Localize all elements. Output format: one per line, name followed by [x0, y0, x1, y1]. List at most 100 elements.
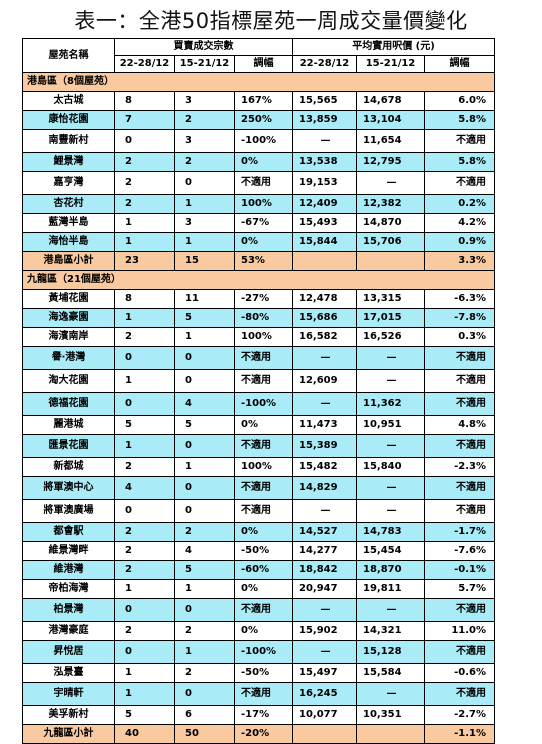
cell-price-period2: — [356, 476, 425, 500]
cell-txn-period1: 0 [114, 640, 175, 664]
cell-price-period1: 13,538 [292, 152, 357, 172]
cell-price-period1: 15,686 [292, 308, 357, 328]
cell-price-period1: 18,842 [292, 560, 357, 580]
cell-txn-period1: 1 [114, 682, 175, 706]
cell-txn-period2: 0 [174, 499, 235, 523]
cell-txn-change: 0% [234, 415, 293, 435]
cell-txn-period1: 1 [114, 369, 175, 393]
cell-txn-period1: 0 [114, 598, 175, 622]
cell-txn-period1: 2 [114, 560, 175, 580]
cell-price-period1: 14,277 [292, 541, 357, 561]
subtotal-price-period1 [292, 251, 357, 271]
estate-name: 帝柏海灣 [22, 579, 115, 599]
estate-name: 港灣豪庭 [22, 621, 115, 641]
table-row: 麗港城 5 5 0% 11,473 10,951 4.8% [22, 415, 496, 435]
cell-txn-period2: 0 [174, 434, 235, 458]
cell-txn-change: -80% [234, 308, 293, 328]
cell-price-change: 不適用 [423, 129, 496, 153]
cell-txn-period2: 0 [174, 598, 235, 622]
cell-txn-period1: 1 [114, 308, 175, 328]
cell-price-change: 0.2% [423, 194, 496, 214]
subtotal-row: 九龍區小計 40 50 -20% -1.1% [22, 724, 496, 744]
table-row: 美孚新村 5 6 -17% 10,077 10,351 -2.7% [22, 705, 496, 725]
cell-txn-change: -60% [234, 560, 293, 580]
cell-txn-period1: 0 [114, 129, 175, 153]
estate-name: 宇晴軒 [22, 682, 115, 706]
cell-price-change: -2.3% [423, 457, 496, 477]
estate-name: 譽‧港灣 [22, 346, 115, 370]
cell-txn-change: 0% [234, 522, 293, 542]
cell-txn-change: 0% [234, 621, 293, 641]
cell-price-period1: — [292, 392, 357, 416]
estate-name: 美孚新村 [22, 705, 115, 725]
cell-txn-change: 不適用 [234, 171, 293, 195]
cell-price-change: 不適用 [423, 499, 496, 523]
estate-name: 海濱南岸 [22, 327, 115, 347]
cell-txn-change: -17% [234, 705, 293, 725]
section-row: 九龍區（21個屋苑） [21, 270, 496, 290]
cell-price-change: 不適用 [423, 476, 496, 500]
estate-name: 藍灣半島 [22, 213, 115, 233]
table-row: 黃埔花園 8 11 -27% 12,478 13,315 -6.3% [22, 289, 496, 309]
cell-price-change: 4.2% [423, 213, 496, 233]
cell-txn-period1: 4 [114, 476, 175, 500]
cell-price-change: 不適用 [423, 434, 496, 458]
table-row: 海逸豪園 1 5 -80% 15,686 17,015 -7.8% [22, 308, 496, 328]
table-row: 昇悅居 0 1 -100% —15,128 不適用 [22, 640, 496, 664]
estate-name: 新都城 [22, 457, 115, 477]
cell-txn-change: -100% [234, 392, 293, 416]
table-row: 新都城 2 1 100% 15,482 15,840 -2.3% [22, 457, 496, 477]
cell-price-period1: 15,902 [292, 621, 357, 641]
cell-txn-period1: 8 [114, 289, 175, 309]
table-row: 嘉亨灣 2 0 不適用 19,153— 不適用 [22, 171, 496, 195]
section-label: 港島區（8個屋苑） [21, 72, 496, 92]
cell-txn-change: 不適用 [234, 434, 293, 458]
table-row: 帝柏海灣 1 1 0% 20,947 19,811 5.7% [22, 579, 496, 599]
cell-price-period2: 15,128 [356, 640, 425, 664]
cell-txn-period2: 11 [174, 289, 235, 309]
cell-txn-change: 100% [234, 194, 293, 214]
cell-price-change: -2.7% [423, 705, 496, 725]
cell-txn-period1: 1 [114, 213, 175, 233]
table-row: 淘大花園 1 0 不適用 12,609— 不適用 [22, 369, 496, 393]
estate-name: 康怡花園 [22, 110, 115, 130]
cell-price-change: 6.0% [423, 91, 496, 111]
cell-price-period1: 15,482 [292, 457, 357, 477]
subtotal-txn-change: -20% [234, 724, 293, 744]
cell-txn-period2: 2 [174, 621, 235, 641]
subtotal-price-period2 [356, 251, 425, 271]
header-price-change: 調幅 [423, 55, 496, 73]
cell-txn-period2: 1 [174, 232, 235, 252]
header-txn-period2: 15-21/12 [174, 55, 235, 73]
cell-price-period1: 16,245 [292, 682, 357, 706]
cell-price-period2: 17,015 [356, 308, 425, 328]
cell-txn-period2: 4 [174, 392, 235, 416]
header-estate: 屋苑名稱 [22, 38, 115, 73]
table-row: 泓景臺 1 2 -50% 15,497 15,584 -0.6% [22, 663, 496, 683]
subtotal-price-change: 3.3% [423, 251, 496, 271]
cell-price-period2: 15,584 [356, 663, 425, 683]
cell-price-period1: 15,389 [292, 434, 357, 458]
estate-name: 杏花村 [22, 194, 115, 214]
cell-txn-period2: 3 [174, 129, 235, 153]
section-label: 九龍區（21個屋苑） [21, 270, 496, 290]
header-price-period2: 15-21/12 [356, 55, 425, 73]
table-row: 港灣豪庭 2 2 0% 15,902 14,321 11.0% [22, 621, 496, 641]
estate-name: 太古城 [22, 91, 115, 111]
cell-price-period2: 16,526 [356, 327, 425, 347]
cell-txn-change: 不適用 [234, 499, 293, 523]
cell-txn-period1: 1 [114, 434, 175, 458]
cell-price-period1: 15,844 [292, 232, 357, 252]
cell-price-period2: — [356, 346, 425, 370]
cell-txn-period1: 8 [114, 91, 175, 111]
cell-txn-change: -100% [234, 129, 293, 153]
cell-txn-change: 不適用 [234, 598, 293, 622]
table-row: 德福花園 0 4 -100% —11,362 不適用 [22, 392, 496, 416]
cell-txn-period1: 0 [114, 499, 175, 523]
cell-price-period2: 13,315 [356, 289, 425, 309]
estate-name: 將軍澳中心 [22, 476, 115, 500]
cell-price-period1: 20,947 [292, 579, 357, 599]
subtotal-row: 港島區小計 23 15 53% 3.3% [22, 251, 496, 271]
cell-txn-period1: 1 [114, 232, 175, 252]
estate-name: 維港灣 [22, 560, 115, 580]
